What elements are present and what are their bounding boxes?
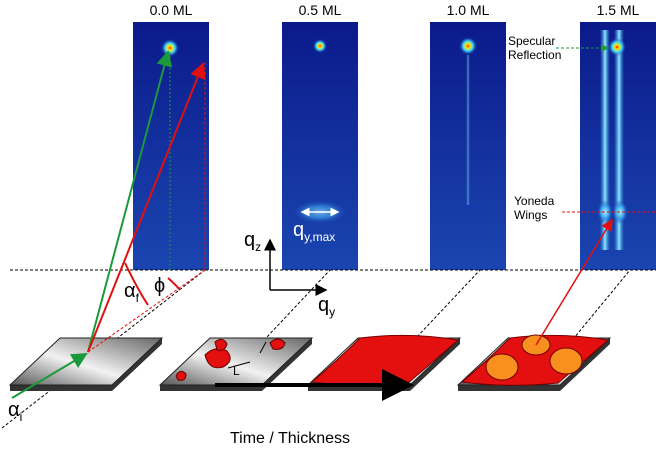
specular-label: Reflection (508, 48, 561, 62)
time-label: Time / Thickness (230, 430, 350, 447)
specular-label: Specular (508, 34, 555, 48)
specular-spot (161, 39, 179, 57)
sample (308, 335, 460, 391)
panel-label: 0.0 ML (150, 2, 193, 18)
alpha-i-label: αi (8, 399, 22, 424)
panel-label: 1.0 ML (447, 2, 490, 18)
specular-spot (459, 37, 477, 55)
samples (10, 335, 610, 391)
sample (10, 338, 162, 391)
specular-spot (608, 38, 626, 56)
specular-spot (313, 39, 327, 53)
island-size-label: L (233, 364, 240, 378)
panel-label: 0.5 ML (299, 2, 342, 18)
panel-label: 1.5 ML (597, 2, 640, 18)
diagram: 0.0 ML 0.5 ML 1.0 ML 1.5 ML (0, 0, 656, 450)
qz-label: qz (244, 229, 261, 254)
rod (466, 55, 470, 205)
phi-label: ϕ (154, 275, 165, 297)
qy-label: qy (318, 294, 335, 319)
detector-panels (133, 22, 656, 270)
sample (458, 335, 610, 391)
alpha-f-label: αf (124, 280, 140, 305)
yoneda-label: Wings (514, 208, 547, 222)
yoneda-label: Yoneda (514, 194, 555, 208)
